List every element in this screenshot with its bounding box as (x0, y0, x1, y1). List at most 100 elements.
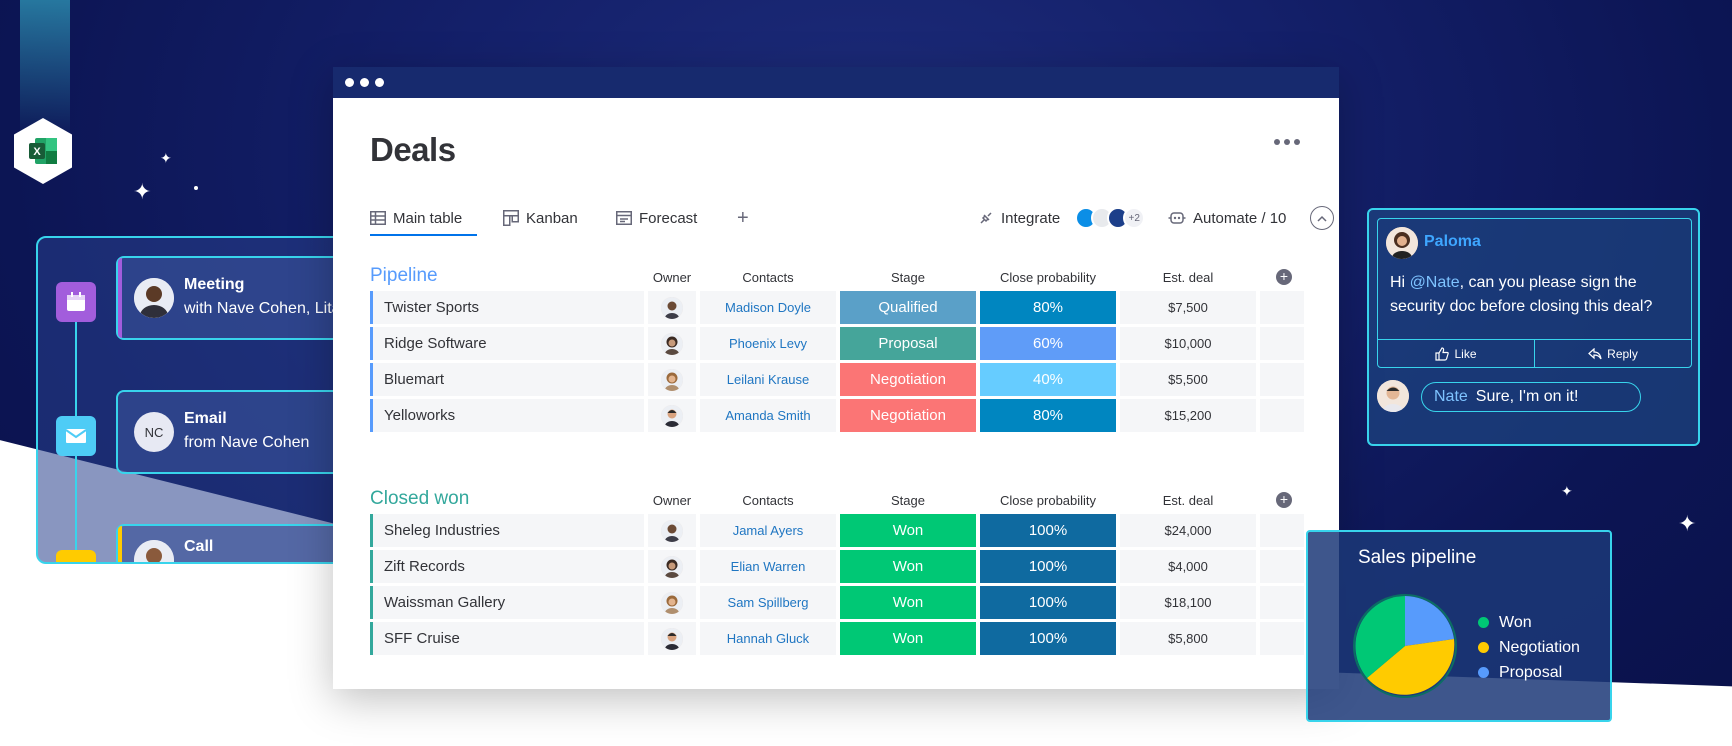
timeline-card-meeting[interactable]: Meeting with Nave Cohen, Lita (116, 256, 364, 340)
reply-button[interactable]: Reply (1534, 340, 1691, 367)
group-title[interactable]: Closed won (370, 488, 470, 509)
deal-cell[interactable]: $4,000 (1120, 550, 1256, 583)
active-tab-indicator (370, 234, 477, 236)
legend-swatch (1478, 617, 1489, 628)
stage-cell[interactable]: Won (840, 550, 976, 583)
probability-cell[interactable]: 80% (980, 291, 1116, 324)
deal-cell[interactable]: $15,200 (1120, 399, 1256, 432)
owner-cell[interactable] (648, 327, 696, 360)
stage-cell[interactable]: Qualified (840, 291, 976, 324)
table-row[interactable]: Yelloworks Amanda Smith Negotiation 80% … (370, 399, 1304, 432)
table-row[interactable]: Sheleg Industries Jamal Ayers Won 100% $… (370, 514, 1304, 547)
deal-cell[interactable]: $10,000 (1120, 327, 1256, 360)
stage-cell[interactable]: Negotiation (840, 399, 976, 432)
phone-icon (56, 550, 96, 562)
deal-cell[interactable]: $7,500 (1120, 291, 1256, 324)
collapse-header-button[interactable] (1310, 206, 1334, 230)
contact-cell[interactable]: Sam Spillberg (700, 586, 836, 619)
timeline-card-email[interactable]: NC Email from Nave Cohen (116, 390, 364, 474)
column-header-contacts[interactable]: Contacts (742, 270, 794, 285)
table-row[interactable]: Twister Sports Madison Doyle Qualified 8… (370, 291, 1304, 324)
mention-link[interactable]: @Nate (1409, 274, 1460, 291)
owner-cell[interactable] (648, 363, 696, 396)
probability-cell[interactable]: 100% (980, 586, 1116, 619)
item-name-cell[interactable]: Waissman Gallery (370, 586, 644, 619)
table-row[interactable]: SFF Cruise Hannah Gluck Won 100% $5,800 (370, 622, 1304, 655)
more-options-icon[interactable] (1274, 139, 1300, 145)
probability-cell[interactable]: 100% (980, 514, 1116, 547)
forecast-icon (616, 211, 632, 225)
contact-cell[interactable]: Leilani Krause (700, 363, 836, 396)
contact-cell[interactable]: Amanda Smith (700, 399, 836, 432)
timeline-card-call[interactable]: Call (116, 524, 364, 562)
empty-cell (1260, 622, 1304, 655)
item-name-cell[interactable]: Zift Records (370, 550, 644, 583)
tab-kanban[interactable]: Kanban (503, 203, 578, 233)
column-header-owner[interactable]: Owner (652, 270, 692, 285)
item-name-cell[interactable]: Twister Sports (370, 291, 644, 324)
table-row[interactable]: Waissman Gallery Sam Spillberg Won 100% … (370, 586, 1304, 619)
column-header-contacts[interactable]: Contacts (742, 493, 794, 508)
tab-forecast[interactable]: Forecast (616, 203, 697, 233)
window-controls[interactable] (345, 78, 384, 87)
column-header-deal[interactable]: Est. deal (1162, 493, 1214, 508)
add-view-button[interactable]: + (737, 206, 749, 229)
add-column-icon[interactable]: + (1276, 269, 1292, 285)
tab-label: Forecast (639, 209, 698, 227)
owner-cell[interactable] (648, 291, 696, 324)
owner-cell[interactable] (648, 399, 696, 432)
group-header: Pipeline Owner Contacts Stage Close prob… (370, 263, 1304, 291)
owner-cell[interactable] (648, 622, 696, 655)
avatar-initials: NC (134, 412, 174, 452)
reply-bubble[interactable]: Nate Sure, I'm on it! (1421, 382, 1641, 412)
probability-cell[interactable]: 80% (980, 399, 1116, 432)
column-header-probability[interactable]: Close probability (999, 270, 1097, 285)
tab-main-table[interactable]: Main table (370, 203, 462, 233)
deal-cell[interactable]: $24,000 (1120, 514, 1256, 547)
item-name-cell[interactable]: SFF Cruise (370, 622, 644, 655)
contact-cell[interactable]: Phoenix Levy (700, 327, 836, 360)
column-header-deal[interactable]: Est. deal (1162, 270, 1214, 285)
deal-cell[interactable]: $18,100 (1120, 586, 1256, 619)
probability-cell[interactable]: 100% (980, 622, 1116, 655)
probability-cell[interactable]: 40% (980, 363, 1116, 396)
automate-button[interactable]: Automate / 10 (1168, 203, 1286, 233)
probability-cell[interactable]: 60% (980, 327, 1116, 360)
stage-cell[interactable]: Won (840, 586, 976, 619)
robot-icon (1168, 212, 1186, 224)
stage-cell[interactable]: Won (840, 622, 976, 655)
avatar (1386, 227, 1418, 259)
board-title: Deals (370, 131, 456, 168)
add-column-icon[interactable]: + (1276, 492, 1292, 508)
deal-cell[interactable]: $5,500 (1120, 363, 1256, 396)
deal-cell[interactable]: $5,800 (1120, 622, 1256, 655)
pie-slice-negotiation (1367, 639, 1455, 695)
stage-cell[interactable]: Won (840, 514, 976, 547)
item-name-cell[interactable]: Sheleg Industries (370, 514, 644, 547)
like-button[interactable]: Like (1378, 340, 1534, 367)
table-row[interactable]: Zift Records Elian Warren Won 100% $4,00… (370, 550, 1304, 583)
column-header-probability[interactable]: Close probability (999, 493, 1097, 508)
item-name: Twister Sports (384, 299, 480, 316)
table-row[interactable]: Bluemart Leilani Krause Negotiation 40% … (370, 363, 1304, 396)
integrate-button[interactable]: Integrate +2 (978, 203, 1146, 233)
table-row[interactable]: Ridge Software Phoenix Levy Proposal 60%… (370, 327, 1304, 360)
contact-cell[interactable]: Hannah Gluck (700, 622, 836, 655)
contact-cell[interactable]: Jamal Ayers (700, 514, 836, 547)
probability-cell[interactable]: 100% (980, 550, 1116, 583)
contact-cell[interactable]: Elian Warren (700, 550, 836, 583)
stage-cell[interactable]: Proposal (840, 327, 976, 360)
group-title[interactable]: Pipeline (370, 265, 438, 286)
message-text: Hi @Nate, can you please sign the securi… (1390, 274, 1653, 315)
item-name-cell[interactable]: Yelloworks (370, 399, 644, 432)
column-header-stage[interactable]: Stage (891, 493, 925, 508)
item-name-cell[interactable]: Bluemart (370, 363, 644, 396)
contact-cell[interactable]: Madison Doyle (700, 291, 836, 324)
column-header-owner[interactable]: Owner (652, 493, 692, 508)
stage-cell[interactable]: Negotiation (840, 363, 976, 396)
owner-cell[interactable] (648, 586, 696, 619)
owner-cell[interactable] (648, 514, 696, 547)
item-name-cell[interactable]: Ridge Software (370, 327, 644, 360)
owner-cell[interactable] (648, 550, 696, 583)
column-header-stage[interactable]: Stage (891, 270, 925, 285)
